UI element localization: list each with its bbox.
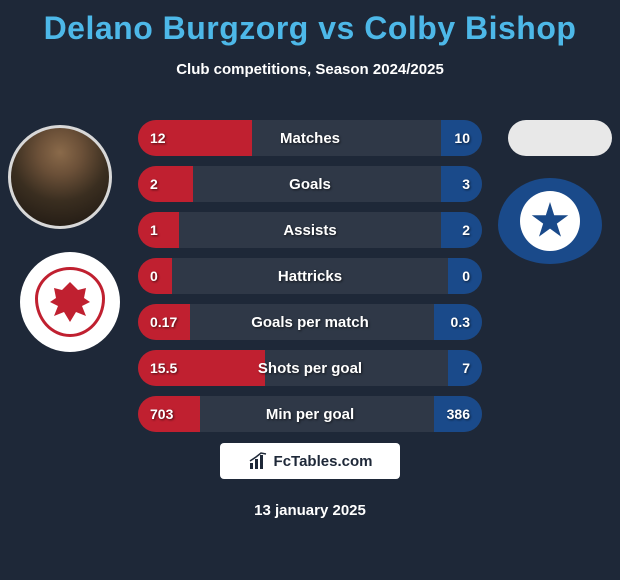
stat-value-right: 10 (454, 130, 470, 146)
stat-value-left: 703 (150, 406, 173, 422)
stat-row: 1 Assists 2 (138, 212, 482, 248)
stat-label: Hattricks (278, 268, 342, 285)
stat-value-right: 0.3 (451, 314, 470, 330)
stat-label: Matches (280, 130, 340, 147)
stat-label: Goals (289, 176, 331, 193)
stat-bar-left (138, 212, 179, 248)
stat-row: 703 Min per goal 386 (138, 396, 482, 432)
lion-icon (50, 282, 90, 322)
club-left-crest (35, 267, 105, 337)
stat-value-left: 0 (150, 268, 158, 284)
stats-container: 12 Matches 10 2 Goals 3 1 Assists 2 0 Ha… (138, 120, 482, 442)
stat-value-right: 386 (447, 406, 470, 422)
stat-value-left: 2 (150, 176, 158, 192)
stat-value-right: 7 (462, 360, 470, 376)
player-left-photo (8, 125, 112, 229)
club-left-badge (20, 252, 120, 352)
player-right-photo (508, 120, 612, 156)
stat-label: Goals per match (251, 314, 369, 331)
club-right-badge (498, 178, 602, 264)
comparison-subtitle: Club competitions, Season 2024/2025 (0, 61, 620, 78)
stat-value-right: 0 (462, 268, 470, 284)
stat-value-left: 12 (150, 130, 166, 146)
footer-brand-text: FcTables.com (274, 453, 373, 470)
stat-label: Assists (283, 222, 336, 239)
stat-bar-left (138, 166, 193, 202)
star-icon (531, 202, 569, 240)
comparison-title: Delano Burgzorg vs Colby Bishop (0, 0, 620, 47)
stat-value-left: 0.17 (150, 314, 177, 330)
stat-value-right: 2 (462, 222, 470, 238)
chart-icon (248, 451, 268, 471)
stat-value-right: 3 (462, 176, 470, 192)
stat-row: 0 Hattricks 0 (138, 258, 482, 294)
stat-row: 0.17 Goals per match 0.3 (138, 304, 482, 340)
stat-row: 12 Matches 10 (138, 120, 482, 156)
club-right-inner (520, 191, 580, 251)
stat-value-left: 1 (150, 222, 158, 238)
stat-label: Min per goal (266, 406, 354, 423)
stat-value-left: 15.5 (150, 360, 177, 376)
comparison-date: 13 january 2025 (254, 502, 366, 519)
stat-label: Shots per goal (258, 360, 362, 377)
stat-row: 2 Goals 3 (138, 166, 482, 202)
stat-row: 15.5 Shots per goal 7 (138, 350, 482, 386)
footer-brand: FcTables.com (220, 443, 400, 479)
